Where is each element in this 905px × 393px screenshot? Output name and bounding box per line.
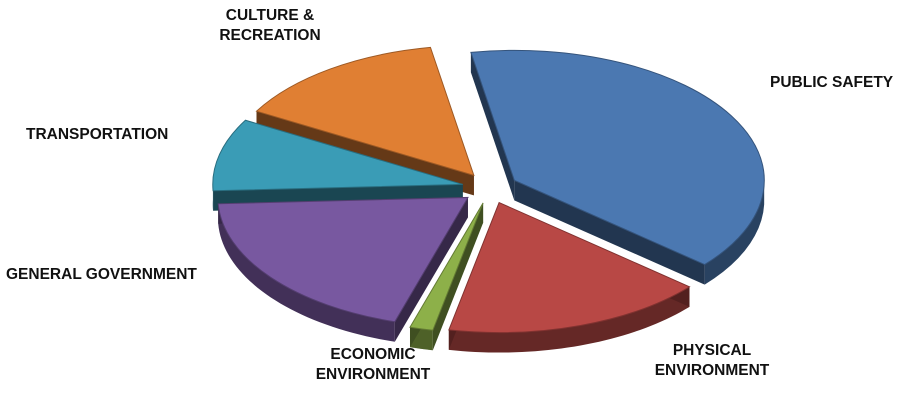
pie-slice-top	[217, 196, 469, 323]
pie-slice-top	[448, 201, 691, 334]
pie-slice-side	[394, 197, 468, 342]
pie-slice-wall	[704, 176, 765, 285]
pie-slice-top	[255, 46, 475, 177]
slice-label-general-government: GENERAL GOVERNMENT	[6, 266, 197, 283]
pie-slice-top	[409, 202, 484, 331]
slice-label-physical-environment: PHYSICAL ENVIRONMENT	[654, 342, 770, 379]
slice-label-transportation: TRANSPORTATION	[26, 126, 169, 143]
pie-slice-wall	[218, 203, 395, 342]
pie-slice-top	[212, 119, 463, 192]
slice-label-economic-environment: ECONOMIC ENVIRONMENT	[315, 346, 431, 383]
pie-slice-wall	[448, 286, 690, 353]
pie-slice-side	[514, 180, 705, 285]
pie-slice-3	[217, 196, 469, 342]
slice-label-public-safety: PUBLIC SAFETY	[770, 74, 894, 91]
pie-slice-top	[470, 49, 765, 266]
pie-slice-0	[470, 49, 765, 285]
slice-label-culture-recreation: CULTURE & RECREATION	[219, 7, 321, 44]
pie-slice-side	[470, 52, 515, 201]
pie-slice-1	[448, 201, 691, 353]
pie-slice-2	[409, 202, 484, 351]
